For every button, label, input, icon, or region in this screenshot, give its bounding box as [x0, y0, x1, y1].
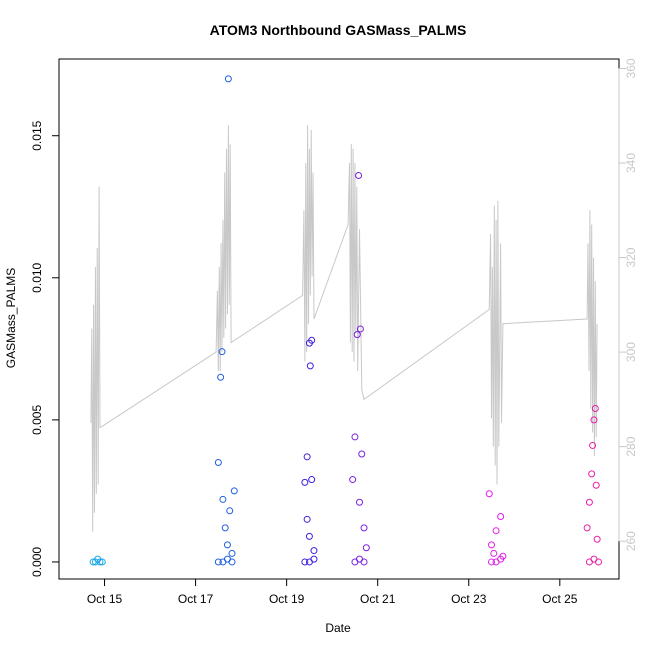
data-point-1-1	[217, 373, 225, 381]
y-axis-right: 260 280 300 320 340 360	[618, 58, 638, 551]
data-point-3-3	[355, 172, 363, 180]
right-axis-series	[90, 125, 598, 532]
y-tick-label: 0.005	[30, 405, 44, 435]
data-point-1-13	[228, 558, 236, 566]
data-point-3-4	[356, 325, 364, 333]
y-right-tick-label: 340	[624, 153, 638, 173]
data-point-5-5	[591, 405, 599, 413]
data-point-5-6	[592, 481, 600, 489]
data-point-2-0	[301, 478, 309, 486]
data-point-4-6	[488, 558, 496, 566]
data-point-2-1	[303, 453, 311, 461]
right-series-line	[90, 125, 598, 532]
y-right-tick-label: 280	[624, 436, 638, 456]
data-point-2-9	[301, 558, 309, 566]
data-point-3-5	[355, 498, 363, 506]
y-axis-label: GASMass_PALMS	[4, 268, 18, 368]
data-point-1-0	[214, 458, 222, 466]
data-point-1-10	[214, 558, 222, 566]
data-point-5-10	[595, 558, 603, 566]
data-point-4-4	[497, 512, 505, 520]
data-point-3-7	[360, 524, 368, 532]
data-point-2-8	[310, 547, 318, 555]
chart-title: ATOM3 Northbound GASMass_PALMS	[210, 22, 467, 38]
y-right-tick-label: 320	[624, 247, 638, 267]
data-point-3-6	[358, 450, 366, 458]
plot-frame	[58, 58, 620, 580]
data-point-3-11	[360, 558, 368, 566]
data-point-2-7	[308, 476, 316, 484]
x-tick-label: Oct 15	[87, 592, 123, 606]
data-point-1-3	[219, 495, 227, 503]
data-point-5-0	[583, 524, 591, 532]
data-point-5-7	[593, 535, 601, 543]
data-point-2-3	[306, 362, 314, 370]
y-axis: 0.000 0.005 0.010 0.015	[30, 120, 60, 577]
data-point-3-2	[353, 331, 361, 339]
x-axis-label: Date	[325, 621, 351, 635]
data-point-1-6	[226, 507, 234, 515]
data-point-4-2	[490, 549, 498, 557]
x-tick-label: Oct 25	[542, 592, 578, 606]
data-point-3-1	[351, 433, 359, 441]
data-point-5-3	[589, 441, 597, 449]
data-point-2-6	[305, 532, 313, 540]
y-tick-label: 0.010	[30, 262, 44, 292]
data-point-4-0	[485, 490, 493, 498]
data-point-0-3	[96, 558, 104, 566]
y-right-tick-label: 300	[624, 342, 638, 362]
x-tick-label: Oct 17	[178, 592, 214, 606]
data-point-5-1	[585, 498, 593, 506]
x-tick-label: Oct 23	[451, 592, 487, 606]
data-point-5-4	[590, 416, 598, 424]
data-point-1-4	[221, 524, 229, 532]
y-tick-label: 0.015	[30, 120, 44, 150]
data-point-1-2	[218, 348, 226, 356]
data-point-4-1	[488, 541, 496, 549]
data-point-2-5	[303, 515, 311, 523]
x-tick-label: Oct 21	[360, 592, 396, 606]
data-points	[89, 75, 603, 566]
data-point-1-5	[223, 541, 231, 549]
data-point-0-4	[98, 558, 106, 566]
data-point-4-3	[492, 527, 500, 535]
data-point-1-7	[228, 549, 236, 557]
data-point-1-9	[224, 75, 232, 83]
data-point-5-2	[588, 470, 596, 478]
y-right-tick-label: 260	[624, 531, 638, 551]
x-tick-label: Oct 19	[269, 592, 305, 606]
data-point-2-11	[310, 555, 318, 563]
y-tick-label: 0.000	[30, 547, 44, 577]
data-point-2-4	[308, 336, 316, 344]
data-point-4-8	[497, 555, 505, 563]
data-point-3-8	[362, 544, 370, 552]
x-axis: Oct 15 Oct 17 Oct 19 Oct 21 Oct 23 Oct 25	[87, 578, 578, 606]
data-point-3-0	[349, 476, 357, 484]
data-point-1-8	[230, 487, 238, 495]
y-right-tick-label: 360	[624, 58, 638, 78]
